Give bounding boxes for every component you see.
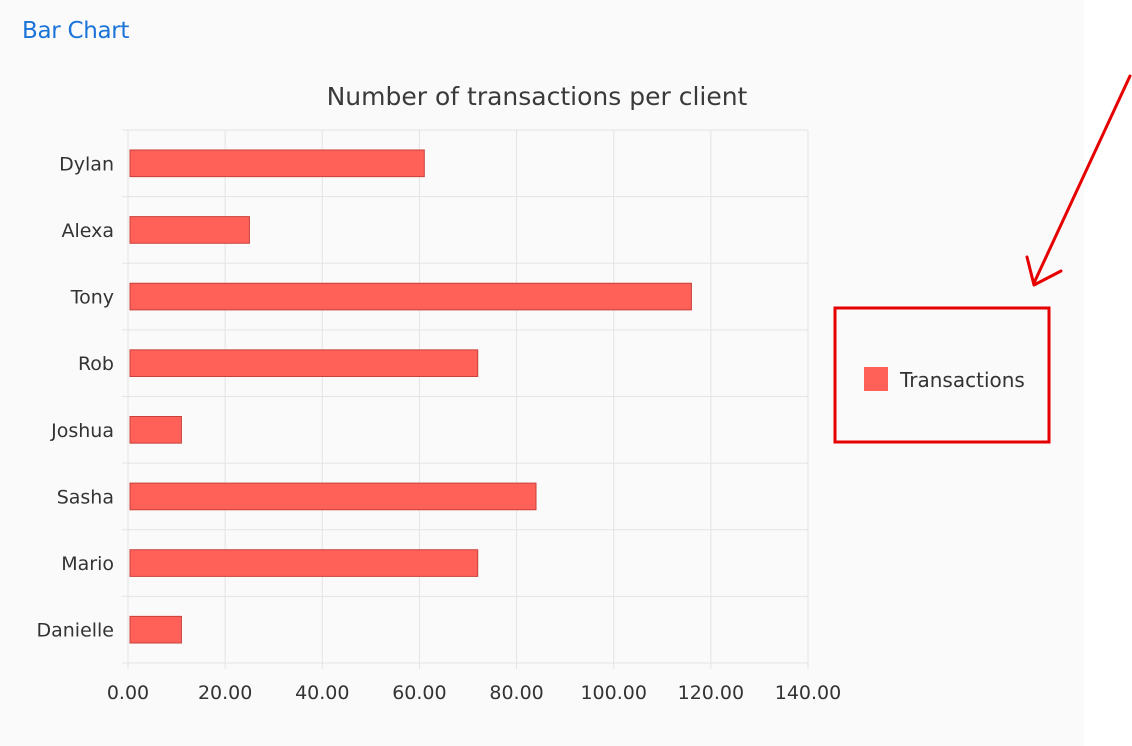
grid	[127, 129, 809, 664]
bars	[129, 149, 692, 644]
legend-swatch	[864, 367, 888, 391]
category-label: Mario	[61, 553, 114, 575]
x-tick-label: 0.00	[107, 682, 149, 704]
legend: Transactions	[864, 367, 1025, 392]
arrow-head-icon	[1025, 255, 1063, 287]
x-tick-label: 80.00	[489, 682, 543, 704]
category-label: Dylan	[59, 153, 114, 175]
category-label: Joshua	[50, 420, 114, 442]
highlight-box	[833, 306, 1051, 444]
arrow-shaft	[1032, 74, 1132, 285]
x-tick-label: 140.00	[775, 682, 841, 704]
bar-sasha[interactable]	[129, 482, 537, 511]
legend-label: Transactions	[899, 368, 1025, 392]
bar-alexa[interactable]	[129, 216, 250, 244]
category-label: Sasha	[57, 486, 114, 508]
category-label: Tony	[70, 287, 114, 309]
x-tick-label: 100.00	[580, 682, 646, 704]
category-label: Alexa	[61, 220, 114, 242]
bar-dylan[interactable]	[129, 149, 425, 178]
category-label: Rob	[78, 353, 114, 375]
x-tick-label: 120.00	[678, 682, 744, 704]
bar-tony[interactable]	[129, 282, 692, 311]
axes: 0.00 20.00 40.00 60.00 80.00 100.00 120.00 140.…	[36, 129, 841, 704]
bar-chart-link[interactable]: Bar Chart	[22, 18, 130, 44]
category-label: Danielle	[36, 620, 114, 642]
bar-rob[interactable]	[129, 349, 479, 378]
x-tick-label: 20.00	[198, 682, 252, 704]
x-tick-label: 60.00	[392, 682, 446, 704]
annotation	[833, 74, 1132, 444]
chart-title: Number of transactions per client	[327, 82, 748, 111]
bar-mario[interactable]	[129, 549, 479, 577]
bar-joshua[interactable]	[129, 415, 182, 444]
bar-danielle[interactable]	[129, 615, 182, 644]
x-tick-label: 40.00	[295, 682, 349, 704]
